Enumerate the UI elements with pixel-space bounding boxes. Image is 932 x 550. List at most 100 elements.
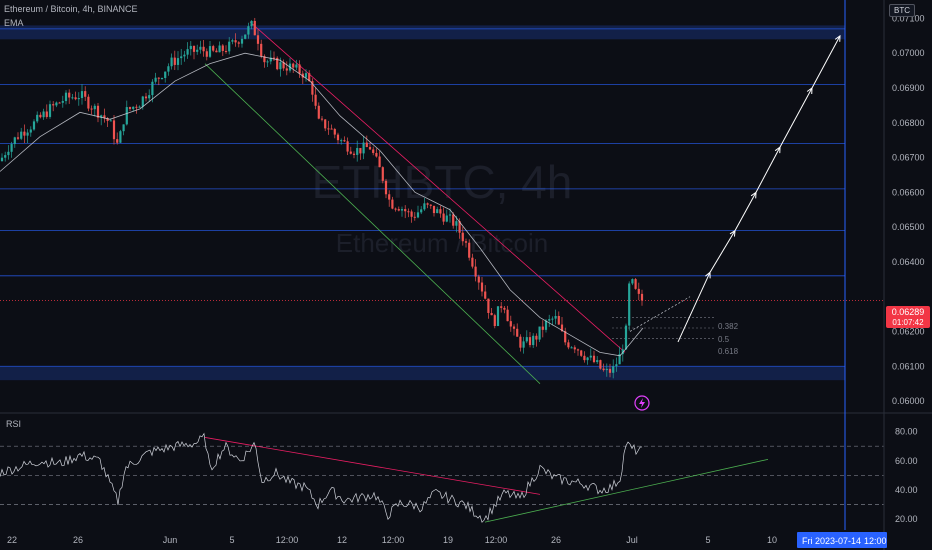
time-tick-label: 5 [705,535,710,545]
candle-body [295,64,298,68]
candle-body [260,43,263,57]
candle-body [477,276,480,283]
price-tick-label: 0.06100 [892,361,925,371]
fib-label-0382: 0.382 [718,322,739,331]
candle-body [234,40,237,43]
candle-body [541,326,544,330]
candle-body [170,57,173,67]
candle-body [356,148,359,155]
candle-body [551,318,554,320]
candle-body [42,111,45,118]
candle-body [340,140,343,142]
candle-body [615,364,618,367]
candle-body [416,212,420,218]
candle-body [525,337,528,342]
candle-body [544,320,548,330]
candle-body [116,139,119,143]
candle-body [240,38,244,44]
candle-body [484,291,487,299]
rsi-tick-label: 80.00 [895,427,918,437]
currency-button[interactable]: BTC [889,4,915,17]
candle-body [365,142,368,148]
candle-body [384,180,388,195]
candle-body [192,45,196,52]
time-tick-label: 26 [73,535,83,545]
time-tick-label: 12:00 [485,535,508,545]
rsi-trendline-0[interactable] [204,437,541,495]
price-tick-label: 0.06700 [892,153,925,163]
projection-arrow-segment[interactable] [811,35,841,89]
candle-body [80,91,84,99]
candle-body [599,360,602,369]
candle-body [407,211,410,213]
candle-body [346,141,349,152]
time-tick-label: 12 [337,535,347,545]
candle-body [138,106,141,108]
candle-body [167,66,170,72]
candle-body [436,209,439,214]
candle-body [602,368,605,371]
candle-body [480,282,484,292]
candle-body [458,221,461,233]
projection-arrow-segment[interactable] [755,146,781,193]
candle-body [413,216,416,218]
candle-body [372,149,375,153]
candle-body [237,42,240,44]
candle-body [55,102,58,106]
current-price-value: 0.06289 [892,307,925,317]
zone-0[interactable] [0,25,845,40]
time-tick-label: 19 [443,535,453,545]
price-tick-label: 0.06500 [892,222,925,232]
time-axis: 22 26 Jun 5 12:00 12 12:00 19 12:00 26 Jul 5 10 [7,535,777,545]
price-tick-label: 0.07000 [892,48,925,58]
candle-body [58,102,61,104]
candle-body [640,293,644,301]
candle-body [215,50,218,53]
trendline-1[interactable] [204,63,541,384]
candle-body [314,94,317,106]
symbol-legend[interactable]: Ethereum / Bitcoin, 4h, BINANCE [4,4,138,14]
candle-body [368,147,372,150]
candle-body [202,46,205,52]
candle-body [132,106,135,109]
ema-legend[interactable]: EMA [4,18,24,28]
rsi-line[interactable] [0,432,643,523]
projection-arrow-segment[interactable] [734,192,757,231]
lightning-icon[interactable] [634,395,650,411]
crosshair-date: Fri 2023-07-14 [802,536,861,546]
projection-arrow-segment[interactable] [709,230,736,273]
candle-body [455,221,458,226]
candle-body [90,108,93,110]
candle-body [362,142,365,154]
candle-body [474,266,477,277]
candle-body [253,20,256,36]
projection-dotted[interactable] [629,296,691,332]
bar-countdown: 01:07:42 [892,318,924,327]
candle-body [189,45,192,50]
rsi-label: RSI [6,419,21,429]
zone-1[interactable] [0,366,845,381]
candle-body [621,349,624,355]
rsi-trendline-1[interactable] [484,458,769,523]
candle-body [624,325,628,350]
ema-line[interactable] [0,52,644,357]
candle-body [84,91,87,97]
candle-body [20,131,23,139]
candle-body [420,209,423,213]
candle-body [570,347,573,349]
candle-body [164,71,167,79]
candle-body [112,120,116,140]
candle-body [272,57,276,59]
projection-arrow-segment[interactable] [677,272,711,343]
candle-body [231,40,234,42]
candle-body [52,104,55,106]
candle-body [596,360,599,363]
candle-body [292,63,295,68]
candle-body [311,81,314,95]
candle-body [23,131,26,136]
trendline-0[interactable] [249,21,626,353]
projection-arrow-segment[interactable] [779,87,813,148]
candle-body [218,45,221,53]
